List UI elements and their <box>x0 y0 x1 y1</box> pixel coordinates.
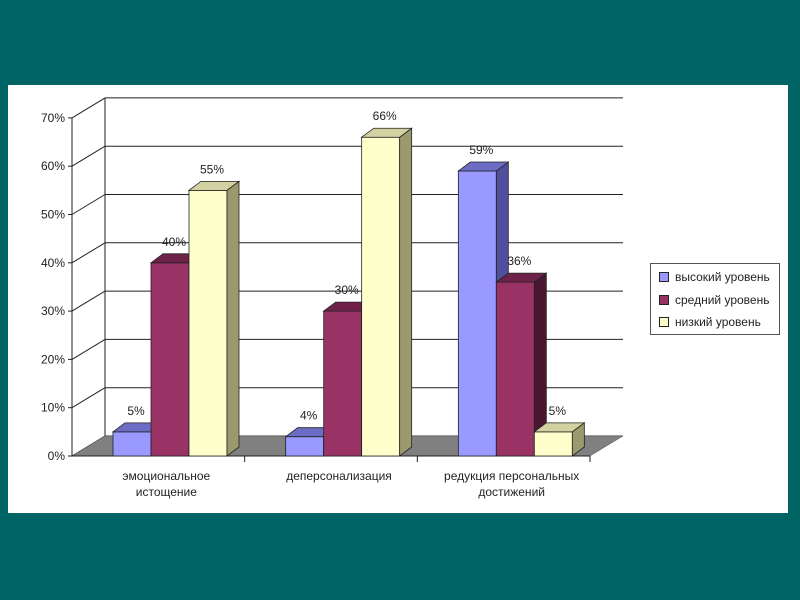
legend-label: высокий уровень <box>675 270 770 284</box>
bar-top <box>533 422 586 433</box>
data-label: 40% <box>162 235 186 249</box>
data-label: 4% <box>300 409 318 423</box>
gridline-side <box>71 338 106 360</box>
data-label: 30% <box>335 283 359 297</box>
y-tick-label: 60% <box>41 159 65 173</box>
gridline-side <box>71 145 106 167</box>
legend-item-high: высокий уровень <box>659 270 770 284</box>
bar-side <box>226 180 240 457</box>
bar <box>360 127 413 457</box>
bar-side <box>399 127 413 457</box>
gridline-side <box>71 97 106 119</box>
gridline-side <box>71 387 106 409</box>
bar-top <box>360 127 413 138</box>
category-label: деперсонализация <box>286 469 392 483</box>
data-label: 59% <box>469 143 493 157</box>
gridline-side <box>71 290 106 312</box>
category-label: истощение <box>136 485 197 499</box>
y-tick-label: 70% <box>41 111 65 125</box>
bar-front <box>533 431 573 457</box>
legend-swatch <box>659 295 669 305</box>
bar-front <box>150 262 190 457</box>
bar-front <box>457 170 497 457</box>
data-label: 36% <box>507 254 531 268</box>
y-tick-label: 0% <box>48 449 66 463</box>
bar-front <box>361 136 401 457</box>
category-label: достижений <box>478 485 545 499</box>
bars <box>111 127 586 457</box>
category-label: редукция персональных <box>444 469 579 483</box>
legend-item-low: низкий уровень <box>659 315 761 329</box>
y-tick-label: 40% <box>41 256 65 270</box>
data-labels: 5% 40% 55% 4% 30% 66% 59% 36% 5% <box>127 109 566 422</box>
bar-front <box>285 436 325 457</box>
y-tick-label: 10% <box>41 401 65 415</box>
bar <box>457 161 510 457</box>
bar <box>187 180 241 457</box>
bar-front <box>495 281 535 457</box>
legend-label: низкий уровень <box>675 315 761 329</box>
legend-label: средний уровень <box>675 293 770 307</box>
legend-swatch <box>659 272 669 282</box>
gridline-side <box>71 194 106 215</box>
legend-swatch <box>659 317 669 327</box>
bar-top <box>457 161 510 172</box>
data-label: 5% <box>127 404 145 418</box>
data-label: 5% <box>549 404 567 418</box>
bar-front <box>188 189 228 457</box>
bar <box>495 272 548 457</box>
y-tick-label: 50% <box>41 208 65 222</box>
x-axis-labels: эмоциональное истощение деперсонализация ре… <box>122 469 579 499</box>
bar-front <box>323 310 363 457</box>
y-tick-label: 20% <box>41 352 65 366</box>
y-tick-label: 30% <box>41 304 65 318</box>
category-label: эмоциональное <box>122 469 210 483</box>
bar-top <box>187 180 241 191</box>
data-label: 55% <box>200 162 224 176</box>
gridline-side <box>71 242 106 264</box>
bar-top <box>495 272 548 283</box>
legend-item-medium: средний уровень <box>659 293 769 307</box>
legend: высокий уровень средний уровень низкий у… <box>650 263 780 335</box>
data-label: 66% <box>373 109 397 123</box>
bar <box>533 422 586 457</box>
bar-front <box>112 431 152 457</box>
